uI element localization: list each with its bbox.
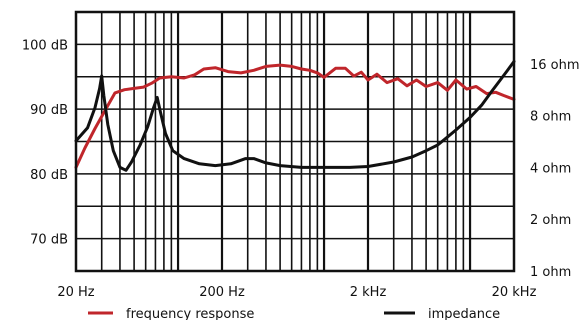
y-right-tick-label: 16 ohm <box>530 58 580 73</box>
y-left-tick-label: 100 dB <box>22 38 68 53</box>
series-lines <box>74 60 516 172</box>
y-right-tick-label: 4 ohm <box>530 161 571 176</box>
plot-frame <box>74 10 516 273</box>
y-left-tick-label: 70 dB <box>30 233 68 248</box>
legend-label: frequency response <box>126 307 254 320</box>
legend-label: impedance <box>428 307 500 320</box>
impedance-line <box>74 60 516 172</box>
x-tick-label: 200 Hz <box>199 285 245 300</box>
y-left-tick-label: 90 dB <box>30 103 68 118</box>
y-left-tick-label: 80 dB <box>30 168 68 183</box>
y-right-tick-label: 1 ohm <box>530 265 571 280</box>
x-tick-label: 20 Hz <box>57 285 94 300</box>
frequency-response-line <box>74 63 516 169</box>
y-right-tick-label: 8 ohm <box>530 110 571 125</box>
tick-labels: 20 Hz 200 Hz 2 kHz 20 kHz 70 dB 80 dB 90 dB 100… <box>22 38 580 300</box>
legend: frequency response impedance <box>88 307 500 320</box>
x-tick-label: 20 kHz <box>492 285 537 300</box>
y-right-tick-label: 2 ohm <box>530 213 571 228</box>
x-tick-label: 2 kHz <box>350 285 387 300</box>
grid <box>76 12 514 271</box>
